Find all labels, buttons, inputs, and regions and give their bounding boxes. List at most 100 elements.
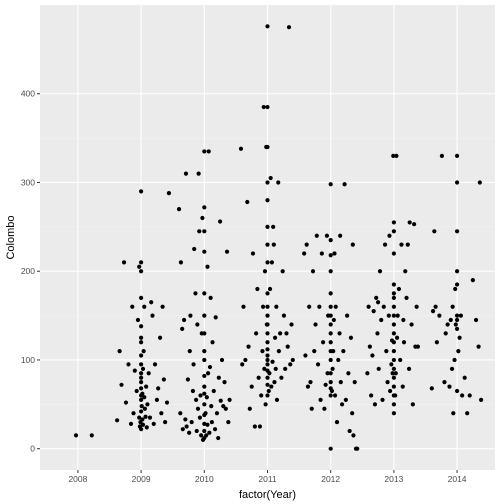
data-point — [410, 402, 415, 407]
data-point — [278, 331, 283, 336]
data-point — [265, 375, 270, 380]
data-point — [328, 304, 333, 309]
data-point — [241, 304, 246, 309]
data-point — [401, 340, 407, 345]
data-point — [328, 380, 333, 385]
data-point — [454, 388, 460, 394]
data-point — [276, 348, 281, 354]
data-point — [89, 433, 94, 438]
data-point — [465, 411, 470, 416]
data-point — [144, 384, 149, 389]
data-point — [218, 219, 223, 224]
y-tick-label: 100 — [21, 355, 35, 365]
data-point — [202, 331, 207, 336]
data-point — [445, 322, 450, 327]
data-point — [310, 269, 316, 274]
data-point — [328, 322, 333, 327]
data-points — [73, 24, 484, 451]
data-point — [454, 282, 460, 287]
data-point — [134, 388, 139, 394]
data-point — [328, 340, 333, 345]
data-point — [339, 402, 345, 407]
data-point — [407, 220, 412, 225]
data-point — [477, 180, 482, 185]
data-point — [268, 175, 273, 181]
data-point — [391, 153, 396, 158]
data-point — [139, 380, 144, 385]
data-point — [126, 362, 131, 367]
data-point — [379, 317, 384, 323]
data-point — [328, 238, 333, 243]
x-tick-label: 2011 — [258, 474, 277, 484]
data-point — [265, 260, 270, 265]
data-point — [265, 382, 270, 387]
data-point — [163, 419, 168, 425]
data-point — [391, 375, 396, 380]
data-point — [279, 375, 284, 380]
data-point — [324, 233, 330, 238]
data-point — [328, 291, 333, 296]
data-point — [342, 182, 347, 187]
data-point — [406, 366, 412, 371]
data-point — [328, 357, 333, 363]
data-point — [449, 366, 455, 371]
data-point — [391, 220, 396, 225]
data-point — [202, 249, 207, 254]
data-point — [246, 344, 251, 349]
data-point — [404, 295, 409, 300]
data-point — [391, 322, 396, 327]
data-point — [391, 331, 396, 336]
data-point — [145, 402, 150, 407]
data-point — [355, 446, 360, 451]
data-point — [207, 364, 213, 370]
data-point — [140, 391, 145, 396]
data-point — [286, 25, 292, 30]
data-point — [274, 304, 279, 309]
data-point — [328, 331, 333, 336]
data-point — [178, 260, 184, 265]
data-point — [263, 402, 268, 407]
data-point — [452, 357, 457, 363]
data-point — [447, 384, 452, 389]
data-point — [265, 353, 270, 358]
data-point — [176, 207, 182, 212]
data-point — [476, 344, 481, 349]
data-point — [121, 260, 127, 265]
data-point — [386, 313, 391, 318]
data-point — [338, 380, 343, 385]
data-point — [351, 433, 356, 438]
data-point — [467, 393, 472, 398]
data-point — [194, 428, 199, 434]
data-point — [478, 397, 484, 402]
data-point — [391, 411, 396, 416]
data-point — [395, 313, 400, 318]
x-tick-label: 2008 — [68, 474, 87, 484]
data-point — [328, 269, 333, 274]
data-point — [393, 393, 398, 398]
data-point — [128, 421, 134, 426]
data-point — [391, 384, 396, 389]
data-point — [385, 380, 390, 385]
data-point — [382, 242, 388, 247]
data-point — [245, 199, 250, 205]
data-point — [216, 435, 221, 441]
data-point — [139, 295, 144, 300]
data-point — [208, 295, 213, 300]
data-point — [315, 362, 321, 367]
data-point — [288, 362, 293, 367]
data-point — [272, 335, 278, 340]
data-point — [219, 357, 225, 363]
data-point — [266, 388, 271, 394]
data-point — [189, 419, 194, 425]
data-point — [139, 375, 144, 380]
data-point — [260, 304, 266, 309]
data-point — [213, 315, 218, 320]
data-point — [193, 397, 199, 402]
data-point — [343, 397, 348, 402]
data-point — [312, 348, 317, 354]
data-point — [265, 322, 270, 327]
data-point — [365, 371, 370, 376]
data-point — [164, 400, 170, 405]
data-point — [394, 335, 400, 340]
data-point — [387, 233, 392, 238]
